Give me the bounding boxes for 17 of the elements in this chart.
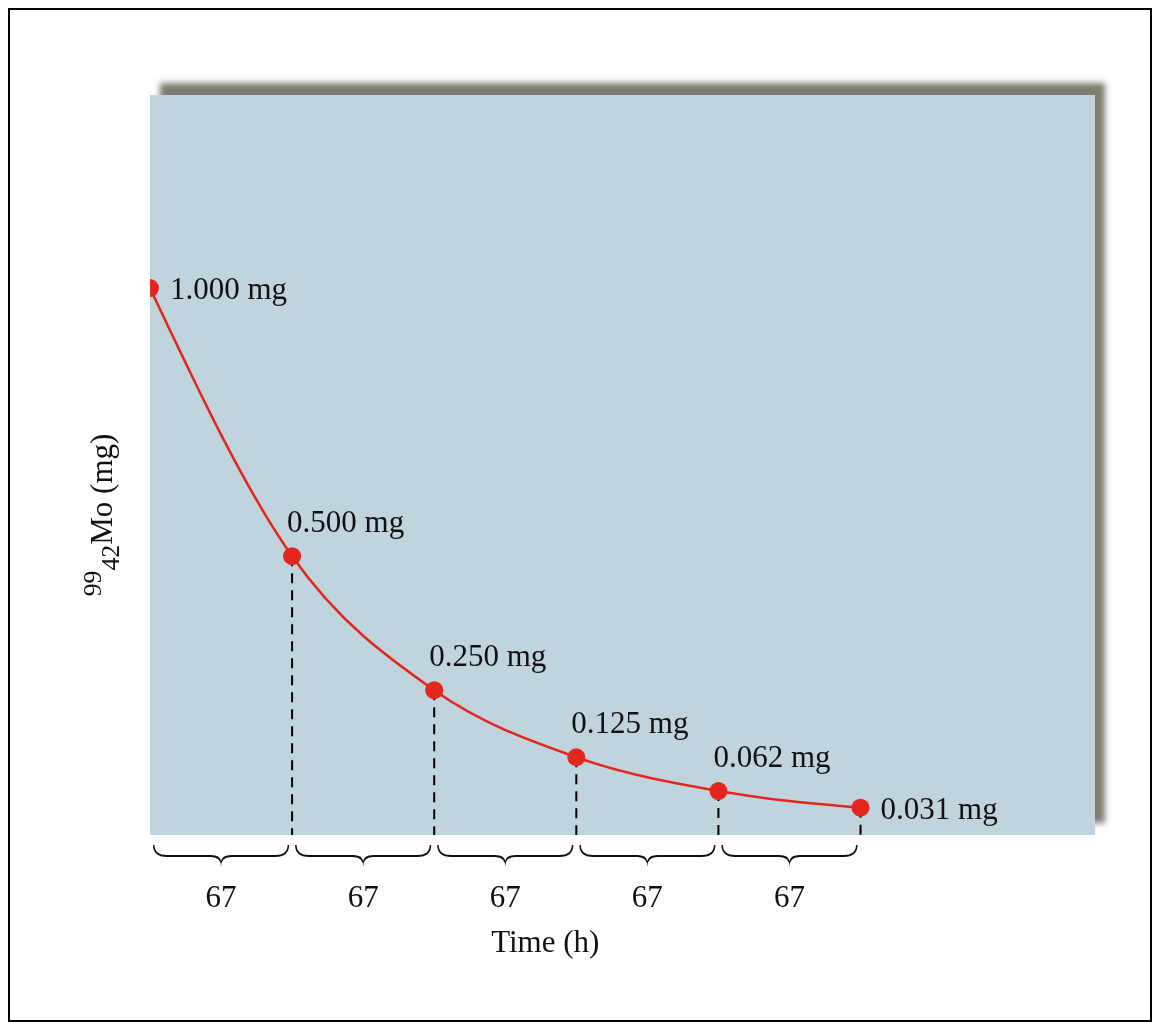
- data-label: 0.031 mg: [880, 790, 998, 826]
- data-label: 0.250 mg: [429, 638, 547, 674]
- x-axis-title: Time (h): [491, 924, 600, 959]
- text: 67: [489, 879, 521, 914]
- text: 67: [205, 879, 237, 914]
- data-label: 0.125 mg: [571, 705, 689, 741]
- data-label: 0.062 mg: [713, 739, 831, 775]
- point: [425, 681, 444, 700]
- text: 67: [631, 879, 663, 914]
- point: [851, 798, 870, 817]
- text: 67: [347, 879, 379, 914]
- point: [283, 547, 302, 566]
- data-label: 0.500 mg: [287, 504, 405, 540]
- point: [567, 748, 586, 767]
- point: [709, 782, 728, 801]
- text: 67: [773, 879, 805, 914]
- data-label: 1.000 mg: [170, 271, 288, 307]
